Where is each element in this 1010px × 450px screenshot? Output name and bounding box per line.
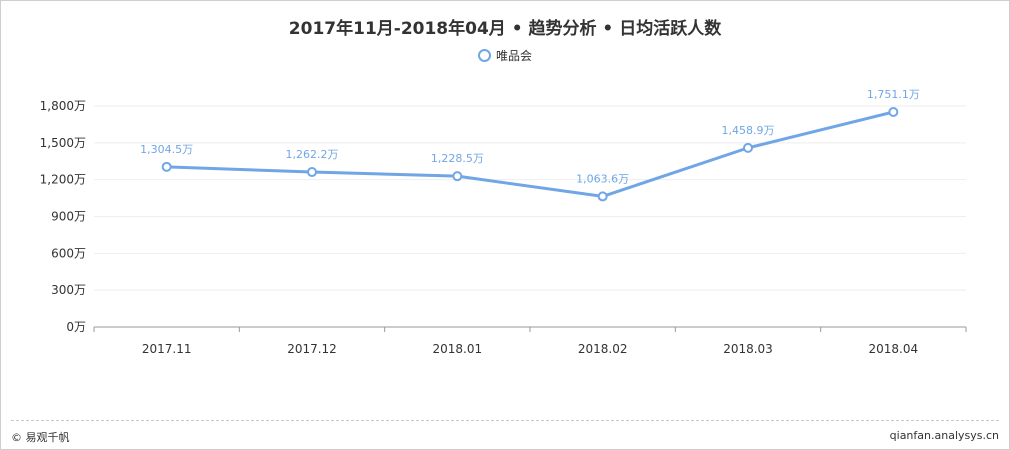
data-label: 1,751.1万 [867,88,920,101]
footer-divider [11,420,999,421]
data-point [888,107,899,118]
data-point [307,167,317,178]
y-tick-label: 900万 [51,210,86,224]
data-point [452,171,463,182]
data-point [597,191,608,202]
data-label: 1,458.9万 [722,124,775,137]
y-tick-label: 1,200万 [40,173,86,187]
y-tick-label: 300万 [51,283,86,297]
x-tick-label: 2018.01 [433,342,483,356]
chart-legend: 唯品会 [1,47,1009,65]
legend-marker-icon [477,49,491,62]
data-label: 1,262.2万 [286,148,339,161]
data-label: 1,304.5万 [140,143,193,156]
legend-item[interactable]: 唯品会 [477,47,532,64]
x-tick-label: 2017.12 [287,342,337,356]
x-tick-label: 2018.03 [723,342,773,356]
data-point [161,161,172,172]
data-label: 1,063.6万 [576,172,629,185]
footer-url: qianfan.analysys.cn [889,429,999,442]
legend-label: 唯品会 [495,49,532,63]
data-label: 1,228.5万 [431,152,484,165]
chart-title: 2017年11月-2018年04月 • 趋势分析 • 日均活跃人数 [288,19,722,39]
y-tick-label: 1,800万 [40,99,86,113]
line-chart: 0万 300万 600万 900万 1,200万 1,500万 1,800万 2017.11 2… [40,88,967,356]
y-tick-label: 600万 [51,246,86,260]
series-line [165,110,895,198]
x-tick-label: 2017.11 [142,342,192,356]
footer-brand: © 易观千帆 [11,431,70,444]
x-tick-label: 2018.02 [578,342,628,356]
x-tick-label: 2018.04 [869,342,919,356]
y-tick-label: 0万 [66,320,86,334]
data-point [743,142,753,153]
y-tick-label: 1,500万 [40,136,86,150]
